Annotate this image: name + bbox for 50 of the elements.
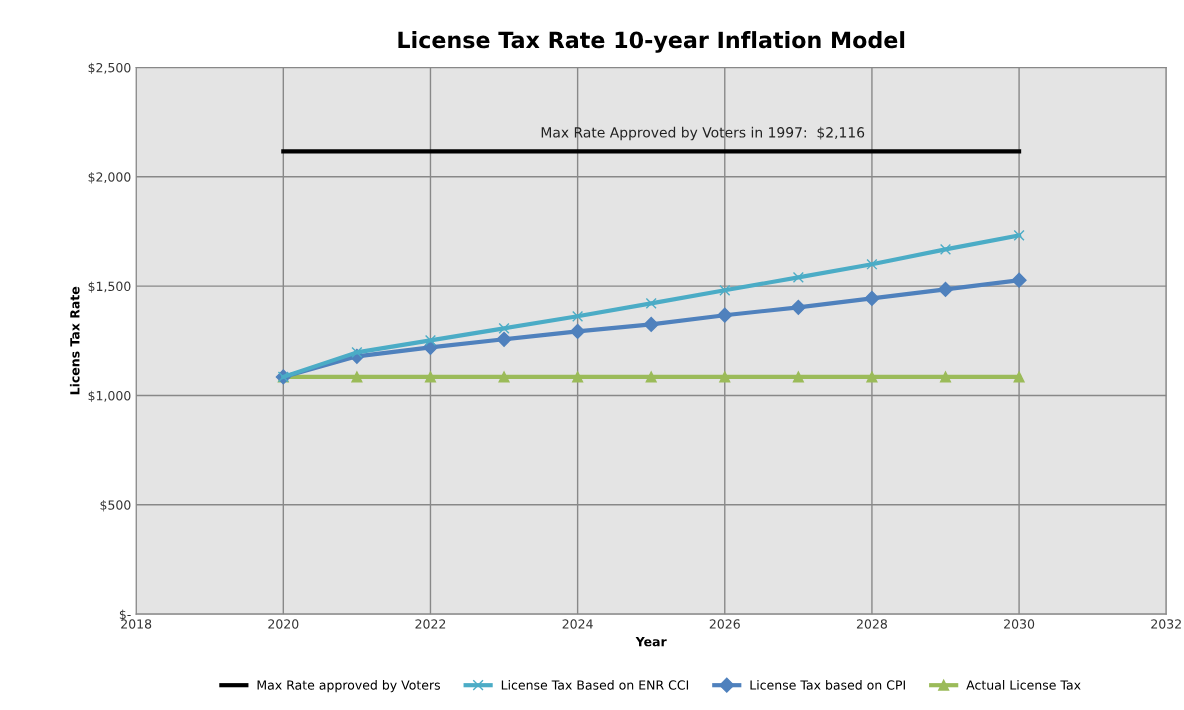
legend-label: Max Rate approved by Voters (257, 680, 441, 693)
point (1013, 371, 1025, 383)
point (498, 371, 510, 383)
y-tick-label: $500 (100, 500, 131, 512)
point (351, 371, 363, 383)
point (645, 371, 657, 383)
point (792, 271, 804, 283)
x-tick-label: 2026 (709, 619, 740, 629)
x-tick-label: 2022 (415, 619, 446, 629)
legend-label: License Tax based on CPI (750, 680, 905, 690)
legend-label: License Tax Based on ENR CCI (501, 680, 689, 690)
y-tick-label: $2,500 (88, 62, 131, 75)
point (866, 258, 878, 270)
point (496, 331, 512, 347)
x-tick-label: 2028 (856, 619, 887, 629)
point (792, 371, 804, 383)
x-tick-label: 2024 (562, 619, 593, 629)
point (719, 284, 731, 296)
y-tick-label: $1,000 (88, 390, 131, 403)
point (572, 310, 584, 322)
x-tick-label: 2030 (1004, 619, 1035, 629)
y-tick-label: $1,500 (88, 281, 131, 293)
annotation: Max Rate Approved by Voters in 1997: $2,116 (541, 126, 865, 141)
point (719, 371, 731, 383)
point (498, 322, 510, 334)
point (570, 323, 586, 339)
point (643, 316, 659, 332)
point (939, 371, 952, 383)
x-tick-label: 2018 (121, 619, 152, 629)
y-tick-label: $- (119, 609, 131, 621)
point (866, 371, 878, 383)
point (1011, 272, 1027, 288)
point (864, 290, 880, 306)
point (351, 346, 363, 358)
point (424, 334, 437, 346)
point (937, 281, 954, 297)
y-tick-label: $2,000 (88, 172, 131, 184)
point (572, 371, 584, 383)
point (1013, 229, 1025, 241)
point (939, 243, 952, 255)
point (645, 297, 657, 309)
y-axis-title: Licens Tax Rate (69, 286, 80, 395)
chart-title: License Tax Rate 10-year Inflation Model (398, 31, 905, 53)
x-tick-label: 2032 (1151, 619, 1181, 629)
legend-label: Actual License Tax (966, 680, 1081, 690)
x-tick-label: 2020 (268, 619, 299, 629)
point (790, 299, 806, 315)
point (424, 371, 437, 383)
x-axis-title: Year (635, 637, 667, 647)
point (717, 307, 733, 323)
